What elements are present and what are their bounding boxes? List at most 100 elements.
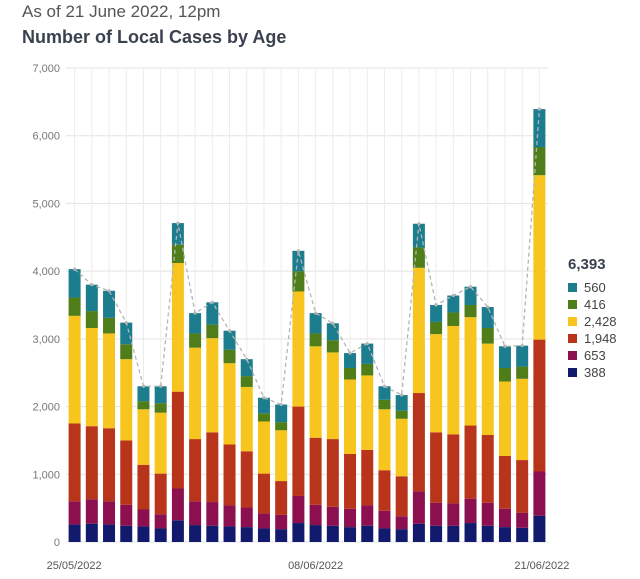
bar-segment-2[interactable]	[412, 393, 425, 492]
bar-segment-0[interactable]	[275, 529, 288, 542]
bar-segment-5[interactable]	[344, 353, 357, 368]
bar-segment-1[interactable]	[257, 513, 270, 529]
bar-segment-5[interactable]	[68, 269, 81, 298]
bar-segment-4[interactable]	[378, 399, 391, 410]
bar-segment-1[interactable]	[68, 501, 81, 525]
bar-segment-3[interactable]	[137, 409, 150, 465]
bar-segment-4[interactable]	[309, 333, 322, 347]
bar-segment-4[interactable]	[103, 317, 116, 334]
bar-segment-5[interactable]	[240, 359, 253, 377]
bar-segment-1[interactable]	[498, 508, 511, 528]
bar-segment-1[interactable]	[154, 514, 167, 529]
bar-segment-5[interactable]	[292, 250, 305, 272]
bar-segment-4[interactable]	[257, 413, 270, 422]
bar-segment-4[interactable]	[275, 422, 288, 431]
bar-segment-2[interactable]	[395, 476, 408, 517]
bar-segment-1[interactable]	[430, 502, 443, 526]
bar-segment-2[interactable]	[189, 439, 202, 502]
bar-segment-4[interactable]	[206, 324, 219, 339]
bar-segment-5[interactable]	[498, 346, 511, 368]
bar-segment-2[interactable]	[498, 456, 511, 509]
bar-segment-5[interactable]	[447, 295, 460, 313]
bar-segment-2[interactable]	[223, 444, 236, 506]
bar-segment-3[interactable]	[206, 338, 219, 433]
bar-segment-2[interactable]	[533, 339, 546, 472]
bar-segment-3[interactable]	[292, 291, 305, 407]
bar-segment-5[interactable]	[154, 386, 167, 404]
bar-segment-2[interactable]	[464, 425, 477, 499]
bar-segment-4[interactable]	[171, 244, 184, 264]
bar-segment-1[interactable]	[464, 498, 477, 524]
bar-segment-0[interactable]	[120, 525, 133, 542]
bar-segment-3[interactable]	[516, 378, 529, 461]
bar-segment-3[interactable]	[361, 375, 374, 450]
bar-segment-0[interactable]	[85, 523, 98, 542]
bar-segment-2[interactable]	[206, 432, 219, 503]
bar-segment-3[interactable]	[240, 386, 253, 452]
legend-item[interactable]: 560	[568, 279, 617, 296]
bar-segment-5[interactable]	[206, 302, 219, 325]
legend-item[interactable]: 416	[568, 296, 617, 313]
bar-segment-1[interactable]	[326, 506, 339, 526]
bar-segment-5[interactable]	[189, 313, 202, 334]
bar-segment-1[interactable]	[309, 504, 322, 526]
bar-segment-4[interactable]	[137, 401, 150, 410]
bar-segment-2[interactable]	[309, 437, 322, 505]
bar-segment-0[interactable]	[447, 525, 460, 542]
bar-segment-3[interactable]	[171, 263, 184, 392]
bar-segment-2[interactable]	[292, 406, 305, 496]
bar-segment-5[interactable]	[103, 290, 116, 318]
bar-segment-5[interactable]	[85, 284, 98, 312]
bar-segment-5[interactable]	[309, 313, 322, 334]
bar-segment-0[interactable]	[412, 523, 425, 542]
bar-segment-2[interactable]	[154, 473, 167, 515]
bar-segment-5[interactable]	[464, 286, 477, 305]
bar-segment-2[interactable]	[240, 451, 253, 508]
bar-segment-0[interactable]	[533, 515, 546, 542]
bar-segment-0[interactable]	[103, 524, 116, 542]
bar-segment-0[interactable]	[378, 528, 391, 542]
bar-segment-3[interactable]	[68, 315, 81, 424]
bar-segment-4[interactable]	[516, 366, 529, 379]
bar-segment-3[interactable]	[430, 334, 443, 433]
bar-segment-3[interactable]	[257, 421, 270, 474]
bar-segment-0[interactable]	[309, 525, 322, 542]
bar-segment-2[interactable]	[481, 435, 494, 503]
bar-segment-1[interactable]	[447, 503, 460, 526]
bar-segment-1[interactable]	[137, 509, 150, 527]
bar-segment-3[interactable]	[533, 175, 546, 340]
bar-segment-2[interactable]	[137, 464, 150, 510]
bar-segment-4[interactable]	[344, 367, 357, 380]
legend-item[interactable]: 2,428	[568, 313, 617, 330]
bar-segment-1[interactable]	[85, 499, 98, 524]
bar-segment-4[interactable]	[533, 147, 546, 176]
bar-segment-2[interactable]	[378, 470, 391, 511]
bar-segment-4[interactable]	[361, 363, 374, 376]
bar-segment-1[interactable]	[103, 501, 116, 525]
bar-segment-2[interactable]	[344, 453, 357, 509]
bar-segment-4[interactable]	[240, 376, 253, 387]
bar-segment-1[interactable]	[395, 516, 408, 530]
bar-segment-3[interactable]	[120, 359, 133, 441]
bar-segment-5[interactable]	[378, 386, 391, 400]
bar-segment-5[interactable]	[430, 305, 443, 322]
bar-segment-2[interactable]	[120, 440, 133, 505]
bar-segment-4[interactable]	[223, 349, 236, 364]
bar-segment-3[interactable]	[309, 346, 322, 438]
bar-segment-3[interactable]	[464, 317, 477, 426]
bar-segment-0[interactable]	[361, 525, 374, 542]
bar-segment-1[interactable]	[206, 502, 219, 526]
bar-segment-3[interactable]	[103, 333, 116, 429]
bar-segment-4[interactable]	[498, 367, 511, 382]
bar-segment-0[interactable]	[206, 525, 219, 542]
bar-segment-2[interactable]	[68, 423, 81, 502]
bar-segment-3[interactable]	[275, 430, 288, 482]
bar-segment-3[interactable]	[412, 267, 425, 394]
bar-segment-1[interactable]	[240, 507, 253, 528]
bar-segment-3[interactable]	[85, 328, 98, 427]
bar-segment-0[interactable]	[240, 527, 253, 542]
bar-segment-4[interactable]	[85, 311, 98, 329]
bar-segment-2[interactable]	[361, 449, 374, 506]
bar-segment-3[interactable]	[395, 418, 408, 477]
bar-segment-1[interactable]	[378, 510, 391, 529]
